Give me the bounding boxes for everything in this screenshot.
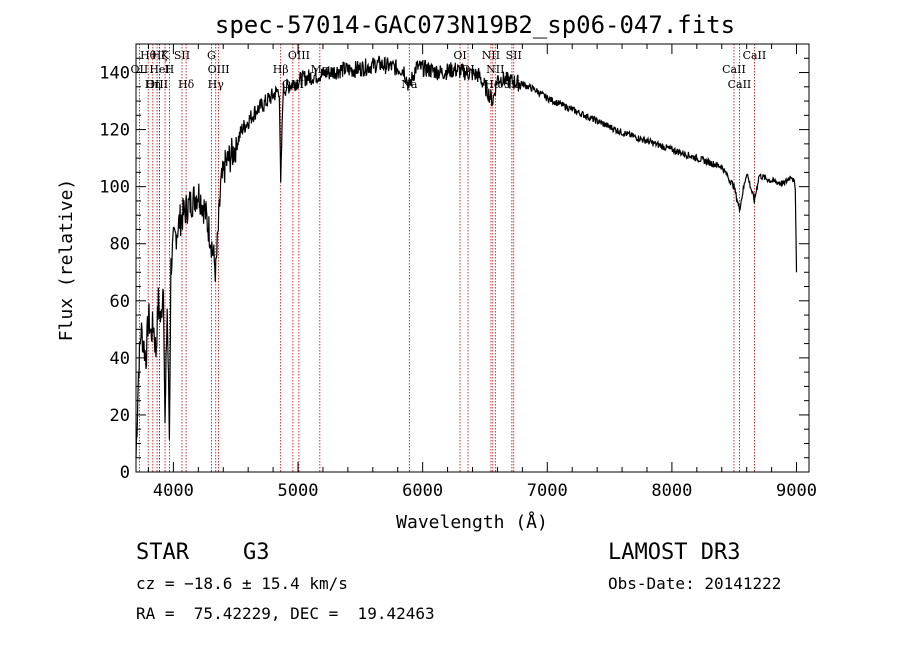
y-tick-label: 140 xyxy=(99,64,130,84)
coordinates: RA = 75.42229, DEC = 19.42463 xyxy=(136,604,435,623)
spectral-line-label: Hη xyxy=(145,78,161,91)
redshift-text: cz = −18.6 ± 15.4 km/s xyxy=(136,574,348,593)
spectral-line-label: OIII xyxy=(288,49,310,62)
x-axis: 4000 5000 6000 7000 8000 9000 xyxy=(147,44,817,501)
spectral-line-label: G xyxy=(207,49,216,62)
y-tick-label: 120 xyxy=(99,121,130,141)
x-tick-label: 4000 xyxy=(153,481,194,501)
y-tick-label: 0 xyxy=(120,463,130,483)
spectrum-series-line xyxy=(135,55,798,459)
spectral-line-label: CaII xyxy=(722,63,746,76)
obs-date: Obs-Date: 20141222 xyxy=(608,574,782,593)
spectral-line-label: Hδ xyxy=(178,78,195,91)
chart-title: spec-57014-GAC073N19B2_sp06-047.fits xyxy=(215,11,735,39)
spectral-line-label: SII xyxy=(174,49,190,62)
spectral-line-label: CaII xyxy=(743,49,767,62)
spectral-line-label: NII xyxy=(482,49,500,62)
spectral-line-label: Hγ xyxy=(208,78,225,91)
x-tick-label: 8000 xyxy=(651,481,692,501)
spectral-line-label: Hβ xyxy=(273,63,289,76)
spectral-line-label: OIII xyxy=(208,63,230,76)
spectral-line-label: OII xyxy=(131,63,149,76)
spectral-line-label: CaII xyxy=(728,78,752,91)
y-tick-label: 20 xyxy=(110,406,130,426)
y-tick-label: 100 xyxy=(99,178,130,198)
y-axis: 0 20 40 60 80 100 120 140 xyxy=(99,57,809,483)
survey-name: LAMOST DR3 xyxy=(608,540,741,565)
spectral-line-markers xyxy=(138,44,755,472)
spectral-line-label: OI xyxy=(453,49,466,62)
spectral-line-label: Hζ xyxy=(152,49,168,62)
spectral-line-label: NII xyxy=(486,63,504,76)
spectral-line-label: SII xyxy=(506,49,522,62)
x-axis-label: Wavelength (Å) xyxy=(396,511,548,533)
y-axis-label: Flux (relative) xyxy=(56,179,77,342)
spectral-line-label: H xyxy=(165,63,175,76)
spectral-line-label: OIII xyxy=(146,78,168,91)
y-tick-label: 80 xyxy=(110,235,130,255)
y-tick-label: 40 xyxy=(110,349,130,369)
object-subclass: G3 xyxy=(243,540,270,565)
x-tick-label: 9000 xyxy=(776,481,817,501)
spectral-line-label: HeI xyxy=(149,63,169,76)
spectral-line-label: Hθ xyxy=(140,49,157,62)
x-tick-label: 6000 xyxy=(402,481,443,501)
x-tick-label: 5000 xyxy=(278,481,319,501)
plot-frame xyxy=(135,43,810,473)
x-tick-label: 7000 xyxy=(527,481,568,501)
y-tick-label: 60 xyxy=(110,292,130,312)
spectral-line-label: K xyxy=(161,49,170,62)
object-class: STAR xyxy=(136,540,189,565)
